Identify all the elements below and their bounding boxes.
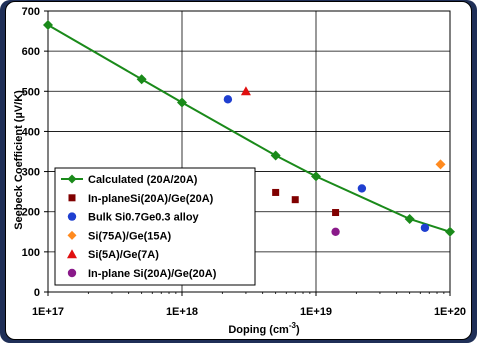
legend-marker — [68, 269, 76, 277]
series-3 — [436, 159, 446, 169]
data-point — [332, 209, 339, 216]
legend-label: Si(75A)/Ge(15A) — [88, 230, 171, 242]
x-tick-label: 1E+19 — [300, 306, 332, 318]
data-point — [436, 159, 446, 169]
data-point — [421, 224, 429, 232]
data-point — [331, 228, 339, 236]
data-point — [224, 95, 232, 103]
series-4 — [241, 86, 251, 95]
data-point — [292, 196, 299, 203]
legend-label: Bulk Si0.7Ge0.3 alloy — [88, 212, 200, 224]
legend-label: Calculated (20A/20A) — [88, 174, 198, 186]
data-point — [177, 98, 187, 108]
legend-marker — [68, 212, 76, 220]
legend-entry: In-planeSi(20A)/Ge(20A) — [69, 193, 214, 205]
y-tick-label: 700 — [22, 6, 40, 18]
data-point — [43, 20, 53, 30]
y-tick-label: 100 — [22, 247, 40, 259]
x-axis-label-base: Doping (cm — [228, 324, 289, 336]
data-point — [405, 214, 415, 224]
x-tick-label: 1E+18 — [166, 306, 198, 318]
legend-layer: Calculated (20A/20A) In-planeSi(20A)/Ge(2… — [55, 168, 255, 285]
y-tick-label: 0 — [34, 287, 40, 299]
data-point — [358, 184, 366, 192]
x-tick-label: 1E+17 — [32, 306, 64, 318]
data-point — [137, 74, 147, 84]
legend-label: In-plane Si(20A)/Ge(20A) — [88, 268, 217, 280]
x-axis-label: Doping (cm-3) — [228, 321, 300, 336]
legend-entry: In-plane Si(20A)/Ge(20A) — [68, 268, 217, 280]
y-axis-label: Seebeck Coefficient (µV/K) — [13, 90, 25, 230]
data-point — [271, 151, 281, 161]
series-5 — [331, 228, 339, 236]
data-point — [445, 227, 455, 237]
data-point — [241, 86, 251, 95]
legend-label: Si(5A)/Ge(7A) — [88, 249, 159, 261]
legend-marker — [69, 194, 76, 201]
x-axis-label-end: ) — [296, 324, 300, 336]
legend-label: In-planeSi(20A)/Ge(20A) — [88, 193, 214, 205]
x-tick-label: 1E+20 — [434, 306, 466, 318]
data-point — [311, 171, 321, 181]
data-point — [272, 189, 279, 196]
legend-entry: Bulk Si0.7Ge0.3 alloy — [68, 212, 200, 224]
y-tick-label: 600 — [22, 46, 40, 58]
